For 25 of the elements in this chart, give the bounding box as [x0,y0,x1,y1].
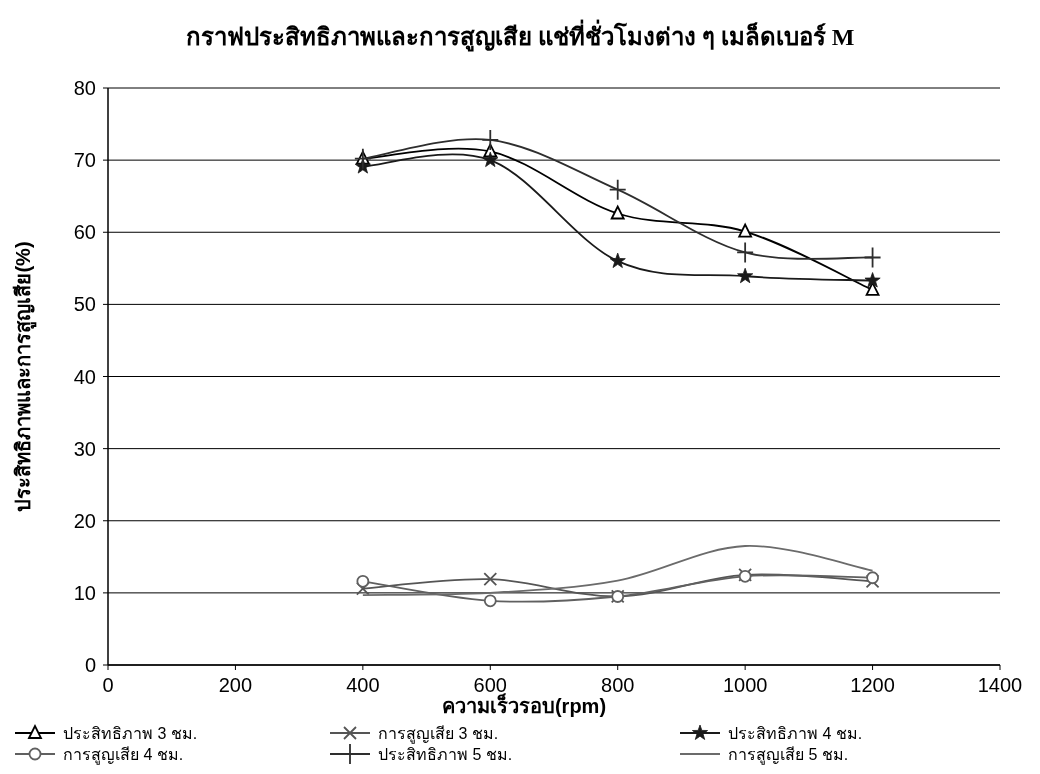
legend-label: ประสิทธิภาพ 5 ชม. [378,746,513,763]
y-tick-label: 60 [73,221,96,244]
legend-label: การสูญเสีย 4 ชม. [63,746,184,765]
y-tick-label: 30 [73,437,96,460]
y-tick-label: 10 [73,581,96,604]
y-tick-label: 20 [73,509,96,532]
x-axis-title: ความเร็วรอบ(rpm) [441,693,607,717]
x-tick-label: 400 [346,674,380,696]
y-tick-label: 40 [73,365,96,388]
x-tick-label: 1400 [977,674,1023,696]
legend-label: ประสิทธิภาพ 3 ชม. [63,725,198,742]
x-tick-label: 800 [601,674,635,696]
x-tick-label: 1200 [850,674,895,696]
legend-label: การสูญเสีย 3 ชม. [378,725,499,744]
y-tick-label: 0 [84,654,96,676]
y-axis-title: ประสิทธิภาพและการสูญเสีย(%) [12,241,37,512]
legend-label: ประสิทธิภาพ 4 ชม. [728,725,863,742]
y-tick-label: 50 [73,293,96,316]
y-tick-label: 80 [73,77,96,99]
legend-label: การสูญเสีย 5 ชม. [728,746,849,765]
y-tick-label: 70 [73,149,96,172]
chart-title: กราฟประสิทธิภาพและการสูญเสีย แช่ที่ชั่วโมงต่าง ๆ เมล็ดเบอร์ M [185,19,855,52]
x-tick-label: 1000 [722,674,768,696]
x-tick-label: 0 [102,674,114,696]
x-tick-label: 200 [218,674,253,696]
